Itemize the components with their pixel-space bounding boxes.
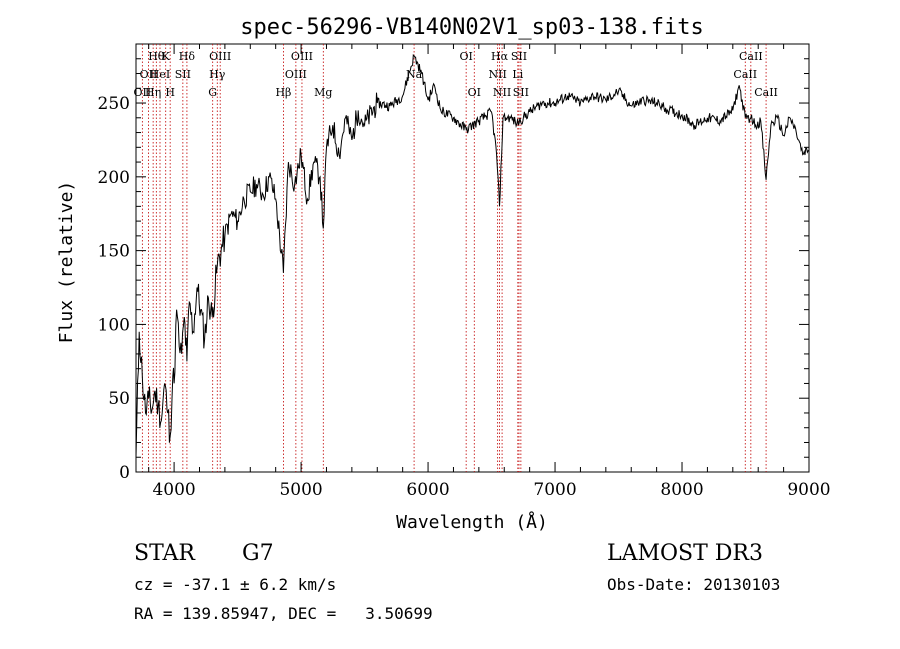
line-label-25: CaII <box>733 68 757 81</box>
line-label-12: Hβ <box>275 86 291 99</box>
line-label-17: OI <box>459 50 472 63</box>
subclass: G7 <box>242 541 274 566</box>
y-tick-label: 250 <box>98 94 130 114</box>
x-axis-label: Wavelength (Å) <box>396 511 548 533</box>
survey-name: LAMOST DR3 <box>607 541 763 566</box>
line-label-3: Hθ <box>148 50 165 63</box>
object-class: STAR <box>134 541 196 566</box>
y-tick-label: 200 <box>98 168 130 188</box>
y-axis-label: Flux (relative) <box>56 181 77 344</box>
y-tick-label: 100 <box>98 315 130 335</box>
line-label-13: OIII <box>285 68 307 81</box>
line-label-8: Hδ <box>179 50 196 63</box>
info-panel: STAR G7 LAMOST DR3 cz = -37.1 ± 6.2 km/s… <box>134 541 780 623</box>
line-label-7: SII <box>175 68 191 81</box>
line-label-0: OII <box>133 86 151 99</box>
line-label-22: Li <box>512 68 523 81</box>
x-tick-label: 5000 <box>279 480 322 500</box>
plot-area: OIIOIIHηHθHeIKHSIIHδGHγOIIIHβOIIIOIIIMgN… <box>98 43 831 500</box>
chart-title: spec-56296-VB140N02V1_sp03-138.fits <box>240 15 704 40</box>
y-tick-label: 0 <box>119 463 130 483</box>
line-labels: OIIOIIHηHθHeIKHSIIHδGHγOIIIHβOIIIOIIIMgN… <box>133 50 777 99</box>
line-label-11: OIII <box>209 50 231 63</box>
line-label-4: HeI <box>150 68 170 81</box>
plot-frame <box>135 43 810 473</box>
line-label-19: NII <box>488 68 506 81</box>
x-tick-label: 9000 <box>787 480 830 500</box>
line-label-10: Hγ <box>209 68 226 81</box>
line-label-24: SII <box>513 86 529 99</box>
spectrum-line <box>135 54 810 458</box>
line-label-5: K <box>162 50 171 63</box>
line-label-15: Mg <box>314 86 332 99</box>
line-label-27: CaII <box>754 86 778 99</box>
line-label-18: OI <box>468 86 481 99</box>
line-label-21: NII <box>493 86 511 99</box>
x-tick-label: 7000 <box>533 480 576 500</box>
coordinates: RA = 139.85947, DEC = 3.50699 <box>134 604 433 623</box>
line-label-1: OII <box>140 68 158 81</box>
line-label-9: G <box>208 86 217 99</box>
x-tick-label: 6000 <box>406 480 449 500</box>
line-label-26: CaII <box>739 50 763 63</box>
y-tick-label: 150 <box>98 242 130 262</box>
y-axis-ticks: 0 50 100 150 200 250 <box>98 58 809 483</box>
obs-date: Obs-Date: 20130103 <box>607 575 780 594</box>
redshift-cz: cz = -37.1 ± 6.2 km/s <box>134 575 336 594</box>
line-label-14: OIII <box>291 50 313 63</box>
x-axis-ticks: 4000 5000 6000 7000 8000 9000 <box>148 44 831 500</box>
line-label-2: Hη <box>145 86 161 99</box>
line-label-6: H <box>165 86 175 99</box>
x-tick-label: 4000 <box>152 480 195 500</box>
line-label-23: SII <box>511 50 527 63</box>
line-label-20: Hα <box>491 50 509 63</box>
y-tick-label: 50 <box>108 389 130 409</box>
x-tick-label: 8000 <box>660 480 703 500</box>
line-markers <box>141 44 767 472</box>
